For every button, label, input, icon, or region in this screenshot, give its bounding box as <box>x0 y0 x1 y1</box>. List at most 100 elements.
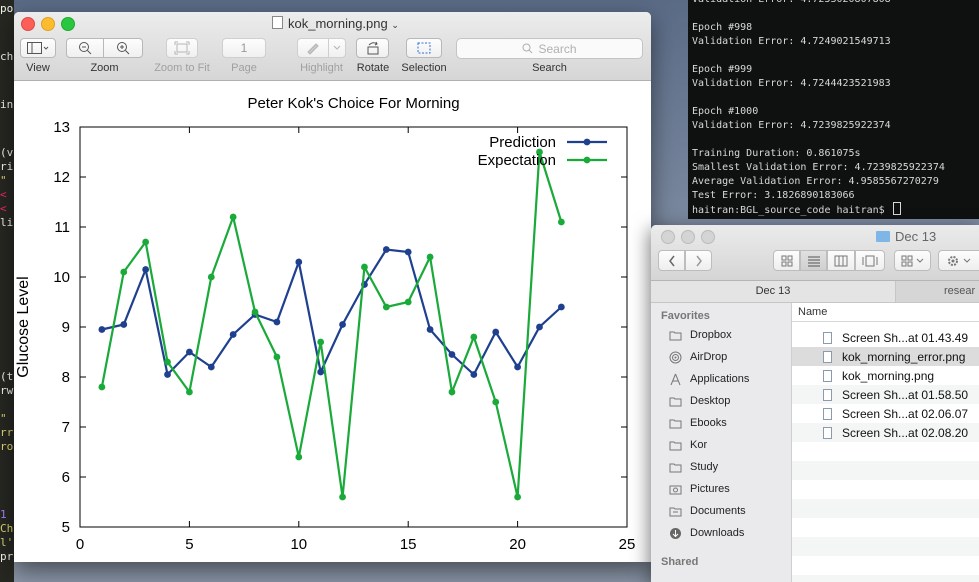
forward-button[interactable] <box>685 250 712 271</box>
selection-button[interactable] <box>406 38 442 58</box>
minimize-button[interactable] <box>41 17 55 31</box>
arrange-button[interactable] <box>894 250 931 271</box>
close-button[interactable] <box>661 230 675 244</box>
sidebar-item-study[interactable]: Study <box>669 457 718 477</box>
zoom-window-button[interactable] <box>701 230 715 244</box>
terminal-line: Validation Error: 4.7249021549713 <box>692 36 891 47</box>
terminal-line: Test Error: 3.1826890183066 <box>692 190 855 201</box>
editor-line: < <box>0 188 7 201</box>
terminal-line: Epoch #998 <box>692 22 753 33</box>
sidebar-item-label: Ebooks <box>690 417 727 429</box>
terminal-window[interactable]: Validation Error: 4.7253020807808 Epoch #… <box>688 0 979 219</box>
data-point-prediction <box>164 371 171 378</box>
data-point-prediction <box>557 303 565 311</box>
terminal-prompt[interactable]: haitran:BGL_source_code haitran$ <box>692 202 901 216</box>
legend-label: Prediction <box>489 134 556 151</box>
search-input[interactable]: Search <box>456 38 643 59</box>
chevron-left-icon <box>668 255 675 266</box>
file-name: Screen Sh...at 01.58.50 <box>842 387 969 402</box>
data-point-prediction <box>317 368 325 376</box>
zoom-to-fit-button[interactable] <box>166 38 198 58</box>
tab-research[interactable]: resear <box>896 281 979 302</box>
view-button[interactable] <box>20 38 56 58</box>
page-field[interactable]: 1 <box>222 38 266 58</box>
tab-dec-13[interactable]: Dec 13 <box>651 281 896 302</box>
sidebar-item-applications[interactable]: Applications <box>669 369 749 389</box>
zoom-out-button[interactable] <box>66 38 104 58</box>
file-row[interactable]: Screen Sh...at 01.58.50 <box>792 385 979 404</box>
rotate-label: Rotate <box>356 62 390 74</box>
list-view-button[interactable] <box>800 250 827 271</box>
sidebar-item-kor[interactable]: Kor <box>669 435 707 455</box>
finder-toolbar: Dec 13 <box>651 225 979 281</box>
data-point-prediction <box>207 363 215 371</box>
search-label: Search <box>532 62 567 74</box>
sidebar-item-dropbox[interactable]: Dropbox <box>669 325 732 345</box>
dropbox-icon <box>669 331 682 340</box>
sidebar-item-airdrop[interactable]: AirDrop <box>669 347 727 367</box>
view-label: View <box>26 62 50 74</box>
sidebar-item-downloads[interactable]: Downloads <box>669 523 744 543</box>
editor-line: " <box>0 174 7 187</box>
file-row[interactable]: Screen Sh...at 01.43.49 <box>792 328 979 347</box>
gallery-icon <box>862 255 878 266</box>
sidebar-icon <box>27 42 49 54</box>
folder-icon <box>669 419 682 428</box>
data-point-prediction <box>536 323 543 331</box>
data-point-prediction <box>295 258 303 266</box>
column-view-button[interactable] <box>827 250 855 271</box>
data-point-expectation <box>448 388 456 396</box>
sidebar-item-documents[interactable]: Documents <box>669 501 746 521</box>
file-row[interactable]: Screen Sh...at 02.06.07 <box>792 404 979 423</box>
zoom-out-icon <box>79 42 92 55</box>
highlight-button[interactable] <box>297 38 329 58</box>
editor-line: " <box>0 412 7 425</box>
terminal-line: Training Duration: 0.861075s <box>692 148 861 159</box>
sidebar-item-label: Kor <box>690 439 708 451</box>
terminal-line: Average Validation Error: 4.958556727027… <box>692 176 939 187</box>
data-point-expectation <box>317 338 325 346</box>
rotate-button[interactable] <box>356 38 389 58</box>
data-point-prediction <box>426 326 434 333</box>
legend-marker <box>583 156 591 164</box>
folder-icon <box>669 397 682 406</box>
sidebar-item-pictures[interactable]: Pictures <box>669 479 730 499</box>
sidebar-item-desktop[interactable]: Desktop <box>669 391 730 411</box>
series-line-expectation <box>100 151 563 498</box>
data-point-expectation <box>207 273 215 281</box>
chevron-right-icon <box>695 255 702 266</box>
chevron-down-icon[interactable]: ⌄ <box>391 20 399 30</box>
sidebar-item-ebooks[interactable]: Ebooks <box>669 413 727 433</box>
folder-icon <box>876 231 890 242</box>
file-row[interactable]: Screen Sh...at 02.08.20 <box>792 423 979 442</box>
zoom-window-button[interactable] <box>61 17 75 31</box>
highlight-menu-button[interactable] <box>328 38 346 58</box>
column-header-name[interactable]: Name <box>792 303 979 322</box>
editor-line: ro <box>0 440 14 453</box>
minimize-button[interactable] <box>681 230 695 244</box>
action-button[interactable] <box>938 250 979 271</box>
list-icon <box>807 256 820 266</box>
editor-line: rr <box>0 426 14 439</box>
editor-line: li <box>0 216 14 229</box>
image-canvas[interactable]: Peter Kok's Choice For Morning 0 5 10 15 20 25… <box>14 81 651 562</box>
image-file-icon <box>823 407 832 420</box>
folder-icon <box>669 463 682 472</box>
editor-line: pr <box>0 550 14 563</box>
chart-title: Peter Kok's Choice For Morning <box>247 95 459 112</box>
data-point-expectation <box>557 218 565 226</box>
finder-title: Dec 13 <box>876 229 936 244</box>
editor-line: (t <box>0 370 14 383</box>
data-point-expectation <box>382 303 390 311</box>
file-row[interactable]: kok_morning.png <box>792 366 979 385</box>
gallery-view-button[interactable] <box>855 250 885 271</box>
x-tick-label: 20 <box>509 536 526 553</box>
zoom-in-button[interactable] <box>103 38 143 58</box>
highlight-label: Highlight <box>300 62 343 74</box>
terminal-line: Epoch #1000 <box>692 106 759 117</box>
file-row[interactable]: kok_morning_error.png <box>792 347 979 366</box>
icon-view-button[interactable] <box>773 250 800 271</box>
back-button[interactable] <box>658 250 685 271</box>
close-button[interactable] <box>21 17 35 31</box>
